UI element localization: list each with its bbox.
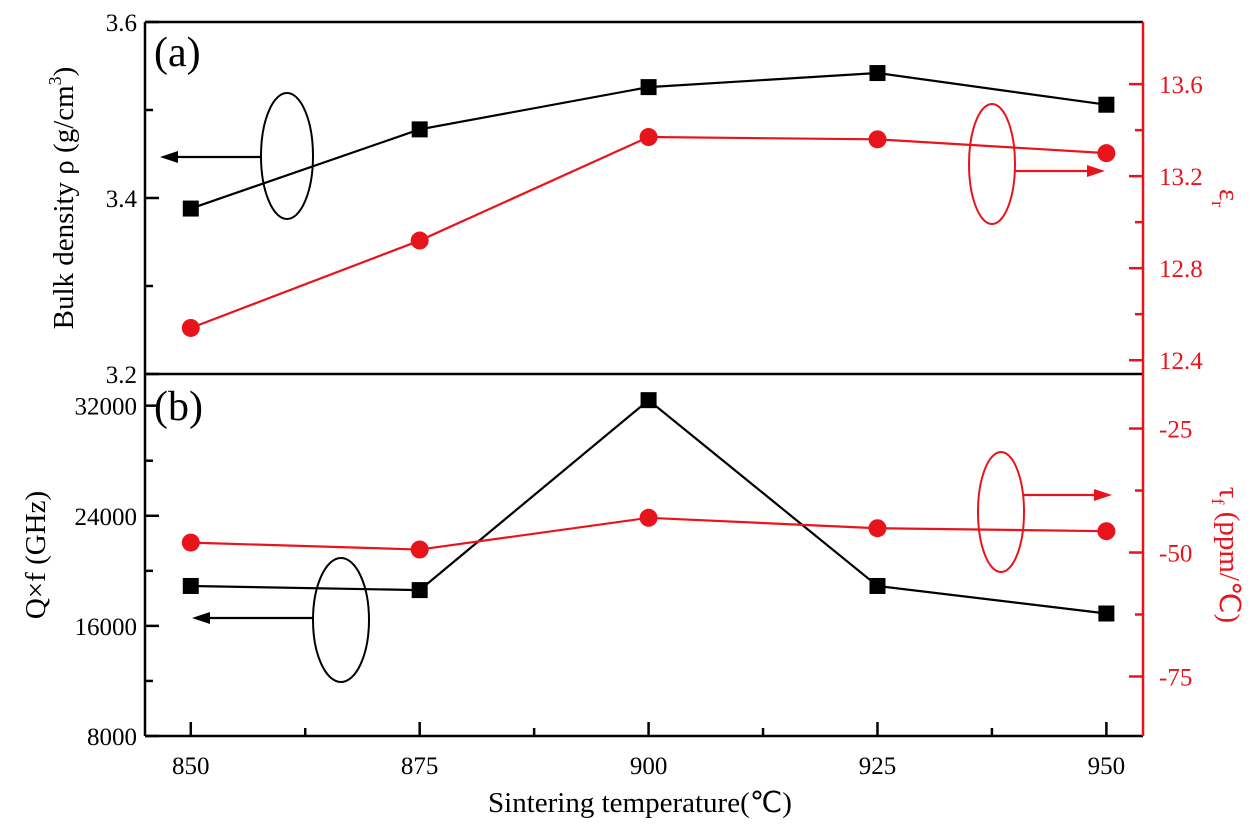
x-axis-title: Sintering temperature(℃) xyxy=(488,787,792,819)
data-point-circle xyxy=(639,508,658,527)
ellipse-annotation xyxy=(977,451,1025,573)
right-tick-label: -50 xyxy=(1159,541,1192,568)
x-tick-label: 950 xyxy=(1088,753,1126,780)
left-tick-label: 3.6 xyxy=(106,10,137,37)
right-tick-label: 12.4 xyxy=(1159,348,1203,375)
left-tick-label: 3.2 xyxy=(106,362,137,389)
panel-label-a: (a) xyxy=(154,30,201,76)
series-line-left xyxy=(190,398,1107,615)
axis-ticks xyxy=(145,20,1143,738)
x-tick-label: 900 xyxy=(630,753,668,780)
left-tick-label: 16000 xyxy=(75,614,138,641)
data-point-circle xyxy=(181,318,200,337)
left-tick-label: 8000 xyxy=(87,724,137,751)
left-arrow-head-icon xyxy=(192,612,210,624)
data-point-circle xyxy=(639,128,658,147)
data-point-circle xyxy=(868,130,887,149)
left-tick-label: 24000 xyxy=(75,504,138,531)
right-axis-title-a: εr xyxy=(1208,189,1245,207)
data-point-square xyxy=(640,392,657,409)
left-axis-title-b: Q×f (GHz) xyxy=(20,491,52,619)
right-tick-label: -25 xyxy=(1159,417,1192,444)
tick-labels: 3.2 3.4 3.6 12.4 12.8 13.2 13.6 8000 16000 24000 3… xyxy=(75,10,1204,780)
left-tick-label: 32000 xyxy=(75,394,138,421)
data-point-square xyxy=(411,121,428,138)
right-tick-label: 13.2 xyxy=(1159,164,1203,191)
right-arrow-head-icon xyxy=(1094,489,1112,501)
ellipse-annotation xyxy=(968,103,1016,225)
annotations xyxy=(160,92,1112,683)
data-point-square xyxy=(1098,605,1115,622)
data-point-circle xyxy=(1097,144,1116,163)
data-point-square xyxy=(411,582,428,599)
data-point-square xyxy=(182,200,199,217)
data-point-circle xyxy=(868,519,887,538)
right-arrow-head-icon xyxy=(1087,165,1105,177)
right-tick-label: 12.8 xyxy=(1159,256,1203,283)
x-tick-label: 875 xyxy=(401,753,439,780)
data-point-square xyxy=(869,577,886,594)
data-point-circle xyxy=(181,533,200,552)
data-point-square xyxy=(869,65,886,82)
data-point-circle xyxy=(410,540,429,559)
data-point-square xyxy=(1098,96,1115,113)
data-series xyxy=(181,65,1116,622)
data-point-square xyxy=(182,577,199,594)
left-tick-label: 3.4 xyxy=(106,186,138,213)
right-tick-label: -75 xyxy=(1159,664,1192,691)
right-axis-title-b: τf (ppm/℃) xyxy=(1208,487,1245,623)
left-arrow-head-icon xyxy=(160,151,178,163)
data-point-square xyxy=(640,79,657,96)
data-point-circle xyxy=(1097,522,1116,541)
right-tick-label: 13.6 xyxy=(1159,72,1203,99)
plot-frames xyxy=(143,20,1145,738)
data-point-circle xyxy=(410,231,429,250)
panel-label-b: (b) xyxy=(154,384,203,430)
ellipse-annotation xyxy=(312,557,370,683)
left-axis-title-a: Bulk density ρ (g/cm3) xyxy=(45,67,80,330)
x-tick-label: 850 xyxy=(172,753,210,780)
ellipse-annotation xyxy=(260,92,314,220)
x-tick-label: 925 xyxy=(859,753,897,780)
